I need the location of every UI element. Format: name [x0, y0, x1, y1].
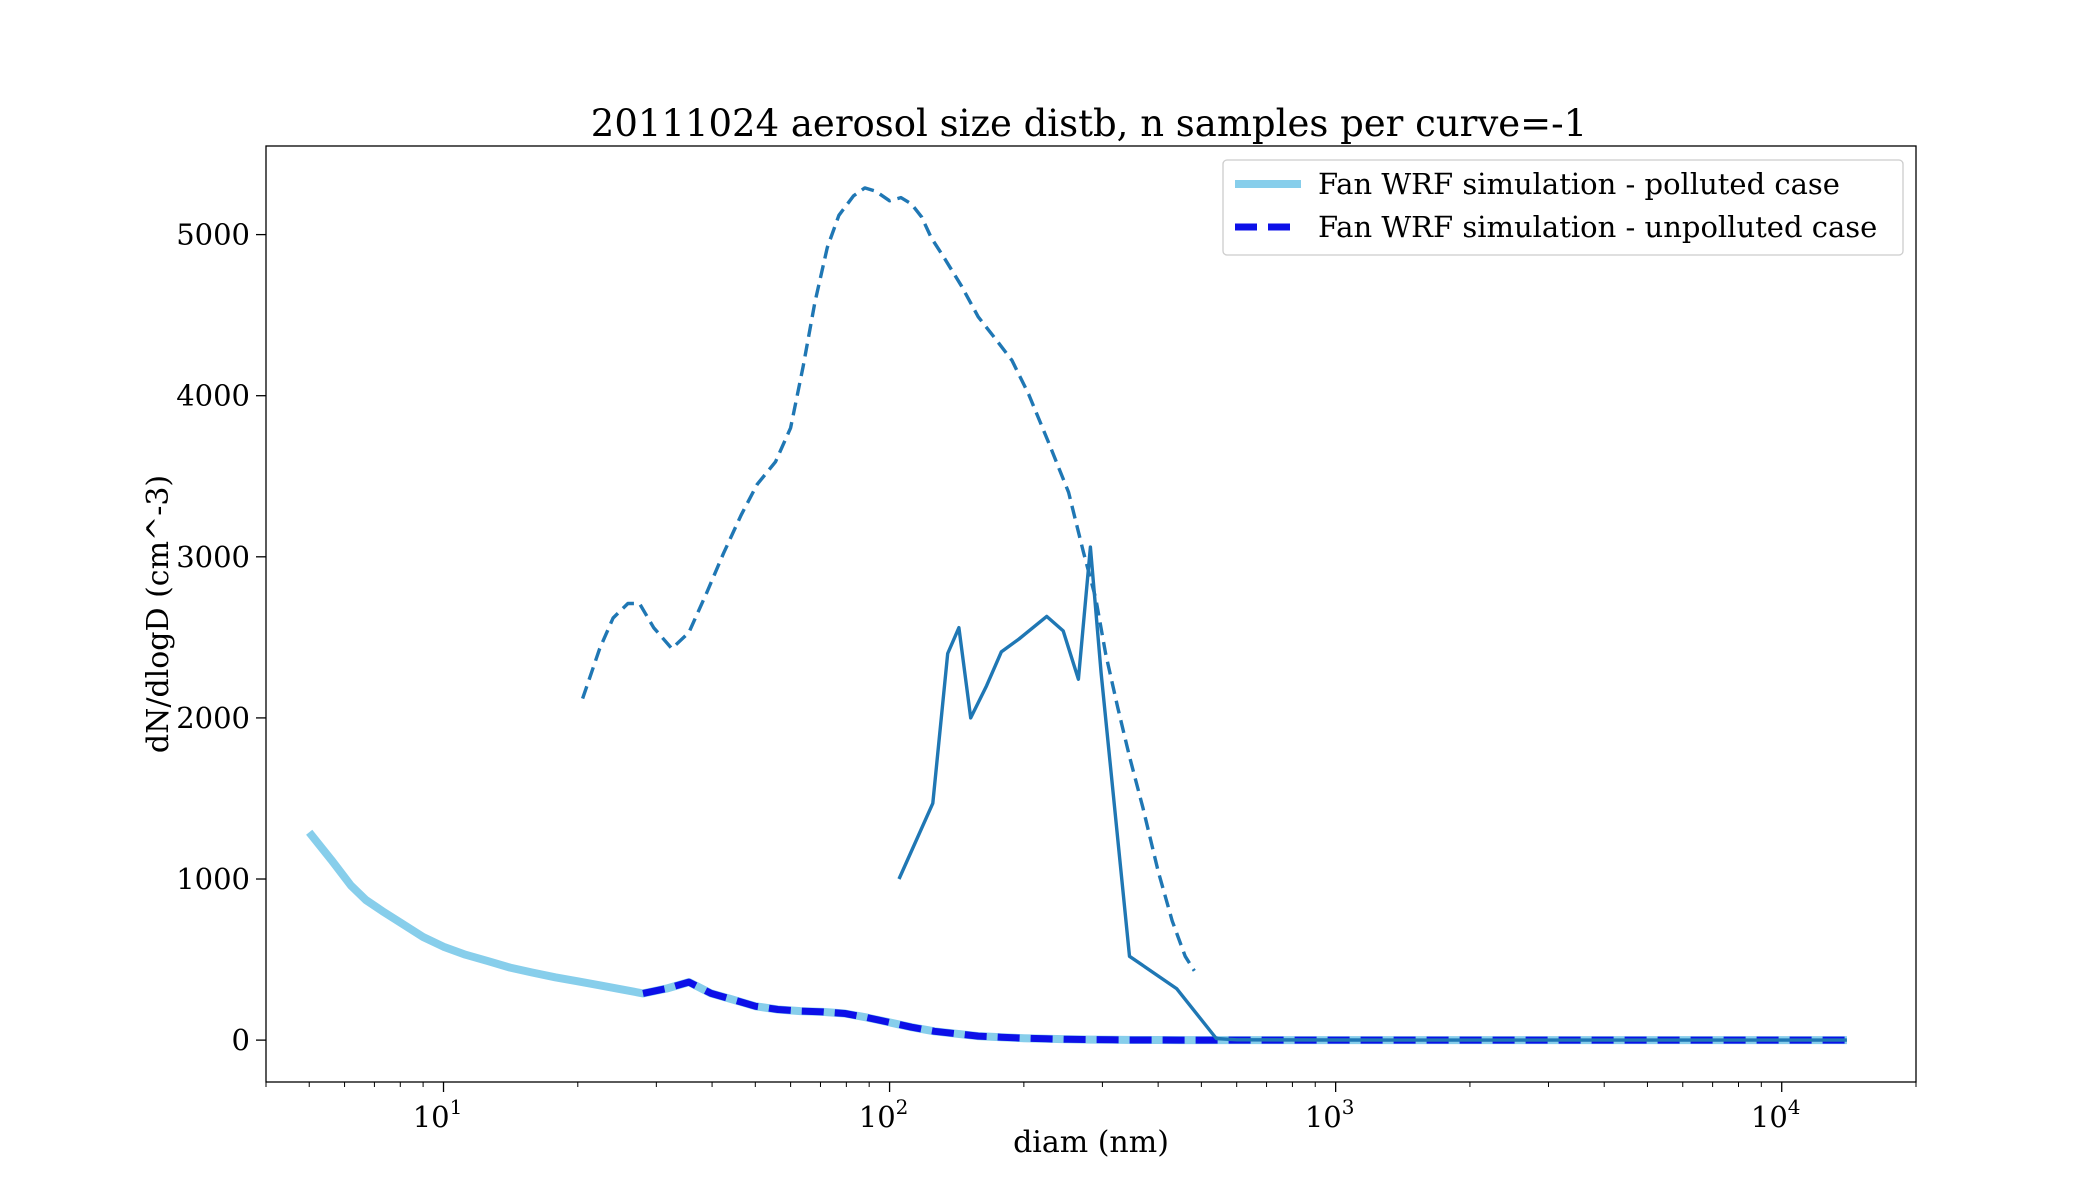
x-tick-exponent-2: 2: [896, 1095, 909, 1119]
x-tick-exponent-1: 1: [450, 1095, 463, 1119]
chart-title: 20111024 aerosol size distb, n samples p…: [591, 102, 1587, 145]
x-tick-label-4: 104: [1751, 1095, 1801, 1134]
series-line-3: [580, 186, 1196, 972]
x-tick-label-3: 103: [1305, 1095, 1355, 1134]
series-line-1: [306, 829, 1847, 1045]
plot-frame: [265, 145, 1917, 1083]
y-tick-label-6: 5000: [176, 218, 250, 252]
y-tick-label-4: 3000: [176, 540, 250, 574]
x-tick-exponent-3: 3: [1342, 1095, 1355, 1119]
x-tick-label-2: 102: [859, 1095, 909, 1134]
series-line-2: [642, 978, 1847, 1044]
legend-label-2: Fan WRF simulation - unpolluted case: [1318, 210, 1877, 244]
y-tick-label-3: 2000: [176, 701, 250, 735]
y-tick-label-1: 0: [232, 1023, 250, 1057]
series-layer: [306, 186, 1847, 1045]
y-tick-label-5: 4000: [176, 379, 250, 413]
x-tick-label-1: 101: [413, 1095, 463, 1134]
series-line-4: [897, 545, 1847, 1042]
x-axis-label: diam (nm): [1013, 1125, 1169, 1160]
x-axis-ticks: 101 102 103 104: [265, 1082, 1917, 1134]
legend-box: [1222, 159, 1904, 256]
legend: Fan WRF simulation - polluted case Fan WR…: [1222, 159, 1904, 256]
x-tick-exponent-4: 4: [1788, 1095, 1801, 1119]
y-axis-ticks: 0 1000 2000 3000 4000 5000: [176, 218, 266, 1057]
y-tick-label-2: 1000: [176, 862, 250, 896]
y-axis-label: dN/dlogD (cm^-3): [141, 475, 176, 753]
legend-label-1: Fan WRF simulation - polluted case: [1318, 167, 1840, 201]
